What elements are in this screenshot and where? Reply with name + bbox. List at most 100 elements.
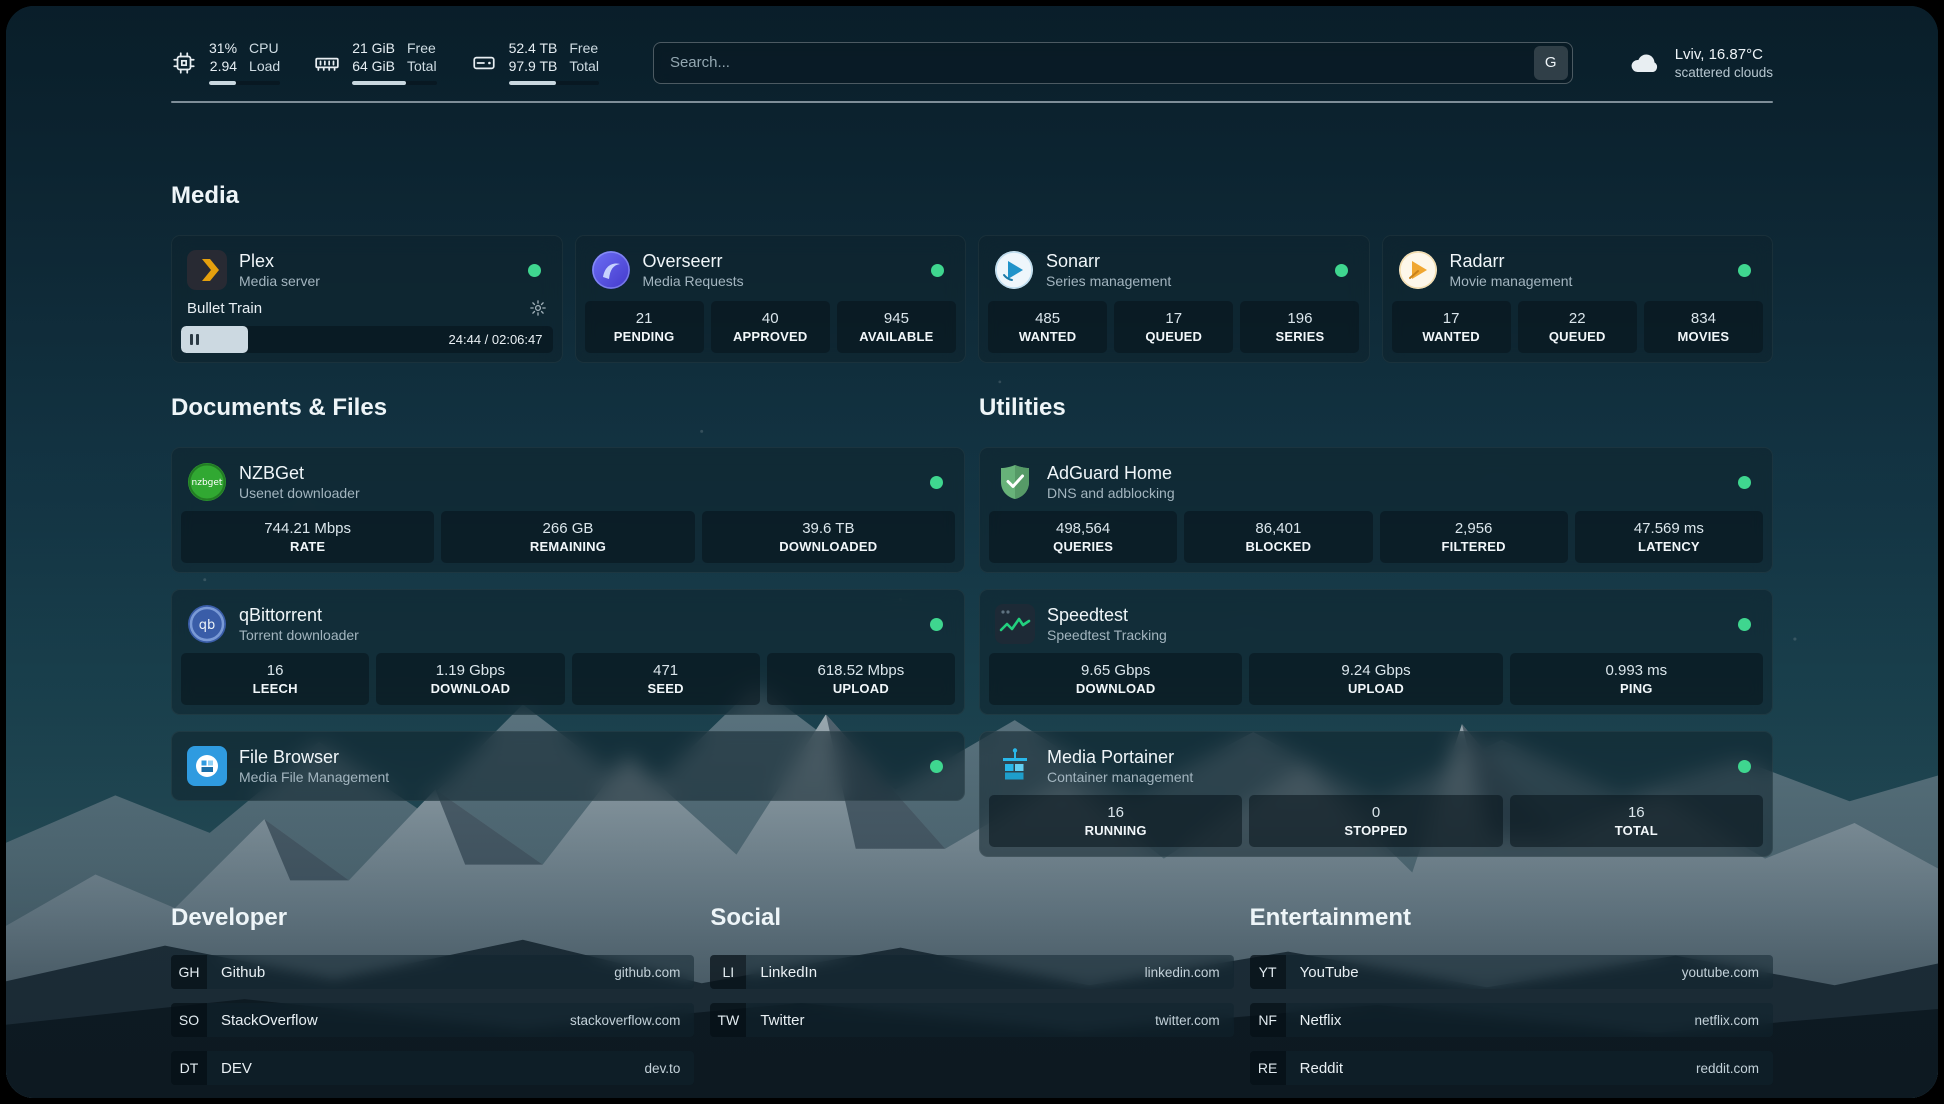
nzbget-card[interactable]: nzbget NZBGet Usenet downloader 744.21 M… [171, 447, 965, 573]
status-dot [930, 759, 943, 773]
stat-box: 2,956 FILTERED [1379, 511, 1568, 563]
stat-value: 17 [1165, 310, 1183, 327]
memory-total-value: 64 GiB [352, 58, 395, 74]
bookmark-reddit[interactable]: RE Reddit reddit.com [1249, 1051, 1773, 1085]
stat-label: FILTERED [1441, 539, 1506, 554]
two-column-zone: Documents & Files nzbget NZBGet [171, 393, 1773, 857]
qbittorrent-card[interactable]: qb qBittorrent Torrent downloader 16 LEE… [171, 589, 965, 715]
pause-icon[interactable] [190, 334, 199, 345]
bookmark-twitter[interactable]: TW Twitter twitter.com [710, 1003, 1234, 1037]
stat-box: 17 WANTED [1391, 301, 1511, 353]
service-subtitle: Media Requests [642, 273, 744, 289]
stat-box: 39.6 TB DOWNLOADED [701, 511, 955, 563]
adguard-card[interactable]: AdGuard Home DNS and adblocking 498,564 … [979, 447, 1773, 573]
section-heading-entertainment: Entertainment [1249, 904, 1412, 931]
bookmark-youtube[interactable]: YT YouTube youtube.com [1249, 955, 1773, 989]
bookmark-url: stackoverflow.com [570, 1012, 681, 1028]
stat-label: DOWNLOAD [430, 681, 511, 696]
top-bar: 31% CPU 2.94 Load 21 [171, 40, 1773, 85]
gear-icon[interactable] [529, 299, 547, 317]
stat-value: 39.6 TB [802, 520, 855, 537]
sonarr-card[interactable]: Sonarr Series management 485 WANTED 17 Q… [978, 235, 1370, 363]
filebrowser-icon [187, 746, 227, 786]
playback-progress-bar[interactable]: 24:44 / 02:06:47 [181, 326, 553, 353]
portainer-card[interactable]: Media Portainer Container management 16 … [979, 731, 1773, 857]
adguard-icon [995, 462, 1035, 502]
stat-box: 1.19 Gbps DOWNLOAD [376, 653, 565, 705]
search-input[interactable] [667, 53, 1534, 72]
service-title: Overseerr [642, 251, 723, 271]
bookmark-url: twitter.com [1155, 1012, 1220, 1028]
stat-label: REMAINING [529, 539, 607, 554]
radarr-icon [1398, 250, 1438, 290]
service-stats: 9.65 Gbps DOWNLOAD 9.24 Gbps UPLOAD 0.99… [989, 653, 1763, 705]
qbittorrent-icon: qb [187, 604, 227, 644]
nzbget-icon: nzbget [187, 462, 227, 502]
bookmark-abbr: YT [1249, 955, 1286, 989]
bookmark-netflix[interactable]: NF Netflix netflix.com [1249, 1003, 1773, 1037]
stat-value: 16 [1107, 804, 1124, 821]
search-provider-button[interactable]: G [1533, 45, 1568, 80]
bookmark-abbr: SO [171, 1003, 207, 1037]
bookmark-name: Netflix [1299, 1011, 1342, 1029]
cpu-usage-value: 31% [209, 40, 238, 56]
bookmark-linkedin[interactable]: LI LinkedIn linkedin.com [710, 955, 1234, 989]
stat-box: 40 APPROVED [710, 301, 830, 353]
dashboard-page: 31% CPU 2.94 Load 21 [6, 6, 1938, 1098]
stat-box: 744.21 Mbps RATE [181, 511, 435, 563]
stat-value: 196 [1287, 310, 1313, 327]
stat-value: 47.569 ms [1633, 520, 1704, 537]
service-subtitle: Media File Management [239, 769, 390, 785]
stat-label: UPLOAD [832, 681, 889, 696]
section-social: Social LI LinkedIn linkedin.com TW Twitt… [710, 903, 1234, 1098]
filebrowser-card[interactable]: File Browser Media File Management [171, 731, 965, 801]
disk-total-value: 97.9 TB [508, 58, 558, 74]
stat-label: DOWNLOADED [779, 539, 878, 554]
cloud-icon [1627, 45, 1663, 81]
bookmark-url: netflix.com [1694, 1012, 1759, 1028]
bookmark-github[interactable]: GH Github github.com [171, 955, 695, 989]
stat-label: QUEUED [1548, 329, 1606, 344]
stat-label: WANTED [1422, 329, 1480, 344]
section-utilities: Utilities AdGuard Home [979, 393, 1773, 857]
stat-label: TOTAL [1614, 823, 1658, 838]
cpu-progress-bar [209, 81, 281, 85]
bookmark-url: youtube.com [1681, 964, 1759, 980]
dashboard-window: 31% CPU 2.94 Load 21 [6, 6, 1938, 1098]
service-stats: 744.21 Mbps RATE 266 GB REMAINING 39.6 T… [181, 511, 955, 563]
bookmark-name: Twitter [760, 1011, 805, 1029]
service-stats: 21 PENDING 40 APPROVED 945 AVAILABLE [584, 301, 957, 353]
stat-label: QUERIES [1053, 539, 1114, 554]
search-bar: G [652, 41, 1573, 84]
status-dot [1334, 263, 1348, 277]
bookmark-stackoverflow[interactable]: SO StackOverflow stackoverflow.com [171, 1003, 695, 1037]
status-dot [1738, 759, 1751, 773]
section-documents: Documents & Files nzbget NZBGet [171, 393, 965, 857]
stat-value: 40 [761, 310, 779, 327]
bookmarks-zone: Developer GH Github github.com SO StackO… [171, 903, 1773, 1098]
bookmark-dev[interactable]: DT DEV dev.to [171, 1051, 695, 1085]
stat-value: 9.65 Gbps [1081, 662, 1151, 679]
weather-widget: Lviv, 16.87°C scattered clouds [1627, 45, 1773, 81]
service-stats: 16 RUNNING 0 STOPPED 16 TOTAL [989, 795, 1763, 847]
stat-label: BLOCKED [1245, 539, 1312, 554]
playback-progress-fill [181, 326, 248, 353]
radarr-card[interactable]: Radarr Movie management 17 WANTED 22 QUE… [1381, 235, 1773, 363]
status-dot [930, 617, 943, 631]
bookmark-abbr: RE [1249, 1051, 1286, 1085]
stat-label: QUEUED [1145, 329, 1203, 344]
speedtest-card[interactable]: Speedtest Speedtest Tracking 9.65 Gbps D… [979, 589, 1773, 715]
service-title: Media Portainer [1047, 747, 1175, 767]
stat-box: 471 SEED [571, 653, 760, 705]
stat-label: SERIES [1275, 329, 1325, 344]
stat-value: 945 [883, 310, 909, 327]
bookmark-name: Reddit [1299, 1059, 1344, 1077]
stat-box: 16 TOTAL [1509, 795, 1763, 847]
stat-value: 834 [1690, 310, 1716, 327]
stat-box: 22 QUEUED [1517, 301, 1637, 353]
stat-label: RUNNING [1084, 823, 1147, 838]
service-title: Speedtest [1047, 605, 1129, 625]
overseerr-card[interactable]: Overseerr Media Requests 21 PENDING 40 A… [574, 235, 966, 363]
plex-card[interactable]: Plex Media server Bullet Train [171, 235, 563, 363]
stat-value: 17 [1442, 310, 1460, 327]
